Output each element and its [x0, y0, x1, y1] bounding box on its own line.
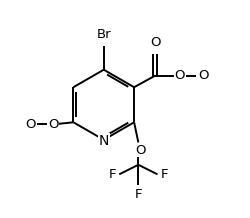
Text: O: O	[198, 69, 208, 82]
Text: O: O	[174, 69, 185, 82]
Text: O: O	[26, 118, 36, 131]
Text: F: F	[161, 168, 168, 181]
Text: N: N	[98, 134, 109, 148]
Text: O: O	[135, 143, 146, 157]
Text: Br: Br	[96, 28, 111, 41]
Text: O: O	[48, 118, 58, 131]
Text: O: O	[150, 36, 160, 49]
Text: F: F	[134, 188, 142, 201]
Text: F: F	[108, 168, 116, 181]
